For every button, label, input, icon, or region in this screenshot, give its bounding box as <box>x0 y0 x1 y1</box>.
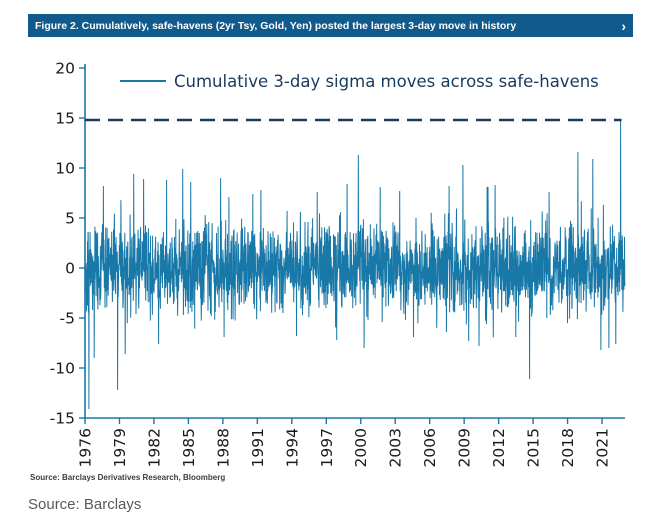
svg-text:20: 20 <box>55 60 75 78</box>
svg-text:15: 15 <box>55 110 75 128</box>
svg-text:2000: 2000 <box>352 428 370 467</box>
figure-title: Figure 2. Cumulatively, safe-havens (2yr… <box>35 19 517 32</box>
figure-header: Figure 2. Cumulatively, safe-havens (2yr… <box>28 14 633 37</box>
svg-text:2021: 2021 <box>594 428 612 467</box>
svg-text:2006: 2006 <box>421 428 439 467</box>
svg-text:1991: 1991 <box>249 428 267 467</box>
svg-text:1985: 1985 <box>180 428 198 467</box>
svg-text:2003: 2003 <box>387 428 405 467</box>
svg-text:10: 10 <box>55 160 75 178</box>
svg-text:-15: -15 <box>50 410 75 428</box>
svg-text:-10: -10 <box>50 360 75 378</box>
svg-text:2012: 2012 <box>490 428 508 467</box>
caption: Source: Barclays <box>28 496 142 513</box>
source-note: Source: Barclays Derivatives Research, B… <box>30 473 226 482</box>
svg-text:1979: 1979 <box>111 428 129 467</box>
svg-text:0: 0 <box>65 260 75 278</box>
svg-text:5: 5 <box>65 210 75 228</box>
svg-text:1982: 1982 <box>145 428 163 467</box>
chevron-right-icon[interactable]: › <box>621 17 626 34</box>
svg-text:2015: 2015 <box>525 428 543 467</box>
svg-text:1994: 1994 <box>283 428 301 467</box>
svg-text:Cumulative 3-day sigma moves a: Cumulative 3-day sigma moves across safe… <box>174 72 599 91</box>
svg-text:2018: 2018 <box>559 428 577 467</box>
svg-text:2009: 2009 <box>456 428 474 467</box>
svg-text:1988: 1988 <box>214 428 232 467</box>
svg-text:-5: -5 <box>60 310 75 328</box>
svg-text:1976: 1976 <box>77 428 95 467</box>
svg-text:1997: 1997 <box>318 428 336 467</box>
